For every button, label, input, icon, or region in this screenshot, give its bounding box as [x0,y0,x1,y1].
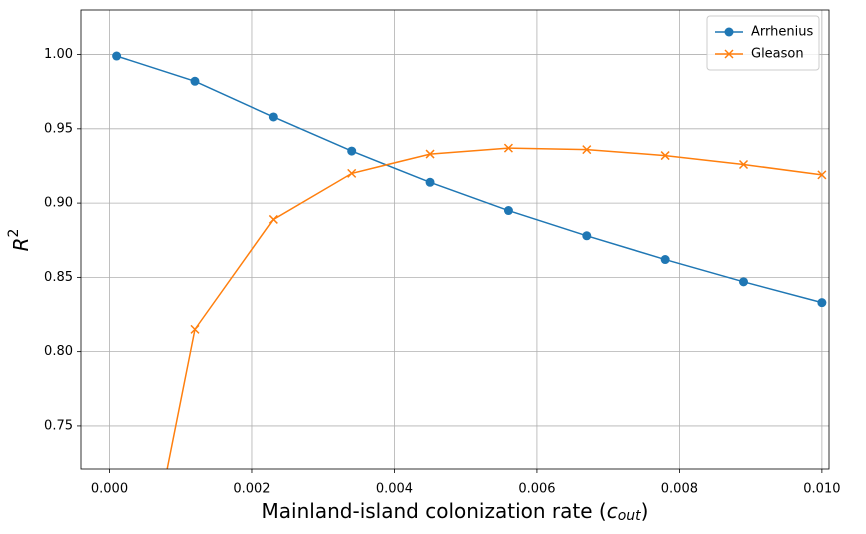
marker [425,177,435,187]
legend-label: Arrhenius [751,25,813,40]
marker [817,170,827,180]
y-axis-label: R2 [6,229,33,252]
x-tick-label: 0.004 [376,482,413,497]
legend-box [706,15,820,71]
marker [503,206,513,216]
marker [347,146,357,156]
y-tick-label: 1.00 [44,47,73,62]
legend-label: Gleason [751,47,804,62]
marker [660,151,670,161]
marker [817,298,827,308]
marker [190,324,200,334]
marker [268,112,278,122]
y-tick-label: 0.85 [44,270,73,285]
x-tick-label: 0.010 [803,482,840,497]
plot-frame [80,9,830,470]
marker [268,214,278,224]
marker [503,143,513,153]
y-tick-label: 0.80 [44,344,73,359]
y-tick-label: 0.90 [44,196,73,211]
series-line [116,55,823,304]
legend-marker [724,49,734,59]
marker [582,231,592,241]
x-tick-label: 0.000 [91,482,128,497]
x-tick-label: 0.006 [518,482,555,497]
marker [738,159,749,170]
x-tick-label: 0.002 [233,482,270,497]
marker [347,168,357,178]
marker [739,277,749,287]
x-axis-label: Mainland-island colonization rate (cout) [262,499,649,525]
marker [425,149,435,159]
series-line [166,147,822,469]
marker [190,76,200,86]
x-tick-label: 0.008 [661,482,698,497]
y-tick-label: 0.75 [44,418,73,433]
marker [582,145,592,155]
y-tick-label: 0.95 [44,121,73,136]
marker [112,51,122,61]
marker [660,255,670,265]
legend-marker [724,27,734,37]
